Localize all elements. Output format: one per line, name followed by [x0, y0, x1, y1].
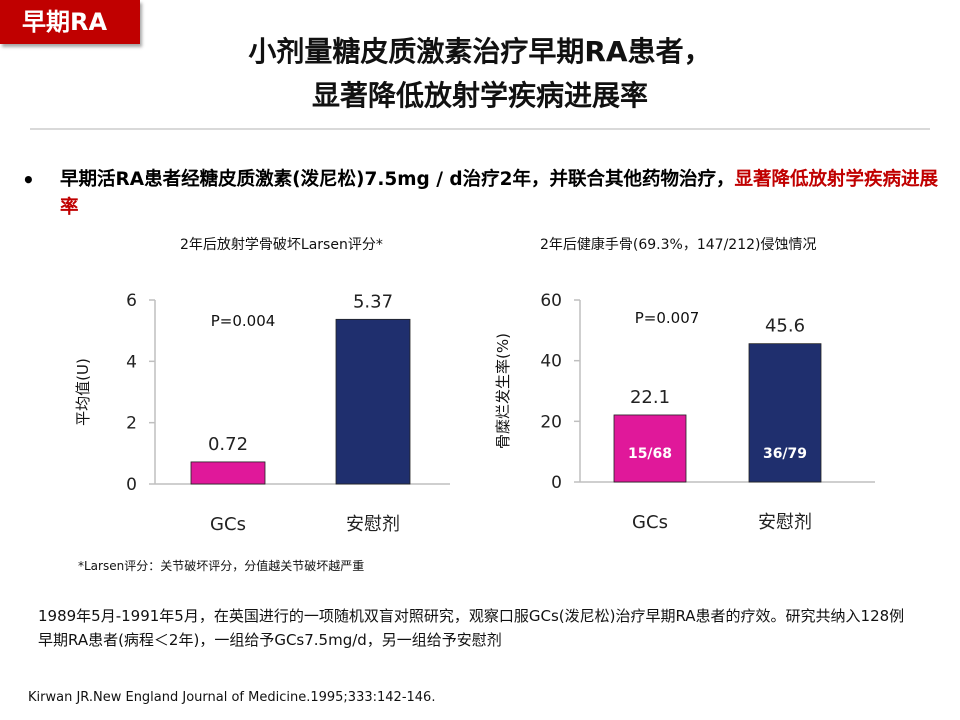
study-description: 1989年5月-1991年5月，在英国进行的一项随机双盲对照研究，观察口服GCs… — [38, 607, 905, 649]
x-category-label: 安慰剂 — [346, 514, 400, 535]
erosion-rate-chart: 骨糜烂发生率(%) 0 20 40 60 22.1 15/68 GCs 45.6 36/79 安慰剂… — [494, 291, 875, 533]
y-tick-label: 2 — [126, 414, 137, 434]
bar-gcs — [190, 461, 266, 485]
chart-2-title: 2年后健康手骨(69.3%，147/212)侵蚀情况 — [540, 237, 817, 253]
bar-placebo — [335, 318, 411, 485]
y-tick-label: 60 — [540, 291, 562, 311]
slide-title-line-2: 显著降低放射学疾病进展率 — [311, 79, 648, 112]
title-divider — [30, 128, 930, 130]
bar-gcs — [613, 414, 687, 483]
p-value-annotation: P=0.004 — [211, 312, 276, 330]
x-category-label: 安慰剂 — [758, 512, 812, 533]
y-axis-label: 骨糜烂发生率(%) — [494, 333, 512, 449]
x-category-label: GCs — [632, 512, 668, 533]
slide-title: 小剂量糖皮质激素治疗早期RA患者， 显著降低放射学疾病进展率 — [150, 30, 810, 118]
y-tick-label: 0 — [126, 475, 137, 495]
chart-1-title: 2年后放射学骨破坏Larsen评分* — [180, 237, 383, 253]
y-tick-label: 0 — [551, 473, 562, 493]
p-value-annotation: P=0.007 — [635, 309, 700, 327]
section-tag: 早期RA — [0, 0, 140, 44]
key-point-highlight: 显著降低放射学疾病进展率 — [60, 169, 939, 218]
reference-citation: Kirwan JR.New England Journal of Medicin… — [28, 690, 436, 705]
y-tick-label: 4 — [126, 352, 137, 372]
bullet-marker: • — [22, 168, 35, 192]
y-axis-label: 平均值(U) — [74, 358, 92, 426]
y-tick-label: 6 — [126, 291, 137, 311]
slide-title-line-1: 小剂量糖皮质激素治疗早期RA患者， — [248, 35, 712, 68]
larsen-footnote: *Larsen评分：关节破坏评分，分值越关节破坏越严重 — [78, 559, 365, 573]
key-point-text: 早期活RA患者经糖皮质激素(泼尼松)7.5mg / d治疗2年，并联合其他药物治… — [60, 169, 735, 190]
bar-placebo — [748, 343, 822, 483]
bar-value-label: 45.6 — [765, 316, 805, 337]
bar-value-label: 0.72 — [208, 434, 248, 455]
bar-count-label: 36/79 — [763, 446, 807, 462]
bar-value-label: 22.1 — [630, 387, 670, 408]
key-point: • 早期活RA患者经糖皮质激素(泼尼松)7.5mg / d治疗2年，并联合其他药… — [22, 166, 945, 222]
x-category-label: GCs — [210, 514, 246, 535]
y-tick-label: 20 — [540, 412, 562, 432]
y-tick-label: 40 — [540, 352, 562, 372]
larsen-score-chart: 平均值(U) 0 2 4 6 0.72 GCs 5.37 安慰剂 P=0.004 — [74, 291, 450, 535]
bar-count-label: 15/68 — [628, 446, 672, 462]
bar-value-label: 5.37 — [353, 291, 393, 312]
